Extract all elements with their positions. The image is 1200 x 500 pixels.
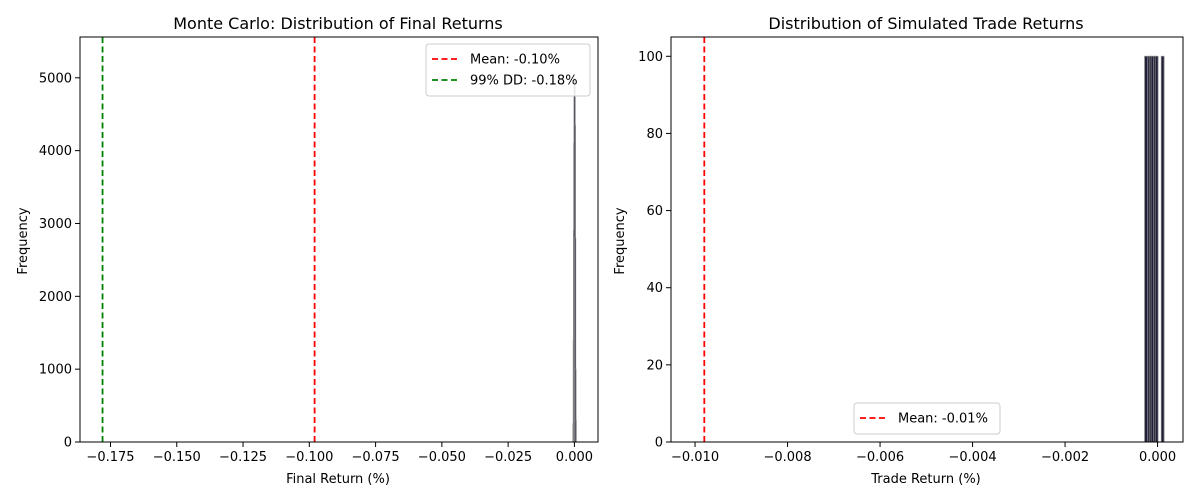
x-tick-label: −0.175 <box>86 450 134 465</box>
y-tick-label: 100 <box>638 50 663 65</box>
x-tick-label: −0.050 <box>418 450 466 465</box>
y-tick-label: 0 <box>655 436 663 451</box>
chart-title: Monte Carlo: Distribution of Final Retur… <box>173 14 503 33</box>
x-tick-label: −0.025 <box>484 450 532 465</box>
y-tick-label: 4000 <box>39 144 72 159</box>
legend-box <box>425 43 591 97</box>
x-tick-label: −0.150 <box>153 450 201 465</box>
y-tick-label: 80 <box>646 127 663 142</box>
legend: Mean: -0.01% <box>853 402 1001 435</box>
x-tick-label: −0.100 <box>285 450 333 465</box>
x-tick-label: −0.006 <box>856 450 904 465</box>
plot-area: −0.175 −0.150 −0.125 −0.100 −0.075 −0.050 −0.0… <box>39 36 599 465</box>
histogram-bar <box>1144 55 1148 443</box>
x-tick-label: −0.010 <box>671 450 719 465</box>
x-tick-label: −0.125 <box>219 450 267 465</box>
x-tick-label: −0.004 <box>949 450 997 465</box>
axes-frame <box>670 36 1184 443</box>
legend-label: Mean: -0.01% <box>898 412 988 427</box>
plot-area: −0.010 −0.008 −0.006 −0.004 −0.002 0.000 0 20 40… <box>638 36 1184 465</box>
legend-label: 99% DD: -0.18% <box>470 74 578 89</box>
histogram-bar <box>1154 55 1159 443</box>
trade-returns-chart: Distribution of Simulated Trade Returns … <box>613 14 1184 487</box>
x-tick-label: 0.000 <box>1139 450 1176 465</box>
y-axis-label: Frequency <box>16 207 31 274</box>
legend-label: Mean: -0.10% <box>470 53 560 68</box>
y-tick-label: 40 <box>646 281 663 296</box>
y-tick-label: 3000 <box>39 217 72 232</box>
legend-box <box>853 402 1001 435</box>
y-tick-label: 2000 <box>39 290 72 305</box>
x-axis-label: Final Return (%) <box>286 472 390 487</box>
legend: Mean: -0.10% 99% DD: -0.18% <box>425 43 591 97</box>
y-tick-label: 0 <box>64 436 72 451</box>
y-tick-label: 5000 <box>39 71 72 86</box>
x-tick-label: −0.008 <box>763 450 811 465</box>
x-tick-label: −0.075 <box>352 450 400 465</box>
x-tick-label: −0.002 <box>1041 450 1089 465</box>
y-axis-label: Frequency <box>613 207 628 274</box>
x-tick-label: 0.000 <box>556 450 593 465</box>
y-tick-label: 1000 <box>39 363 72 378</box>
chart-title: Distribution of Simulated Trade Returns <box>768 14 1083 33</box>
y-tick-label: 60 <box>646 204 663 219</box>
histogram-bar <box>574 419 577 443</box>
axes-frame <box>79 36 599 443</box>
x-axis-label: Trade Return (%) <box>870 472 981 487</box>
y-tick-label: 20 <box>646 358 663 373</box>
histogram-bar <box>1160 55 1165 443</box>
final-returns-chart: Monte Carlo: Distribution of Final Retur… <box>16 14 599 487</box>
